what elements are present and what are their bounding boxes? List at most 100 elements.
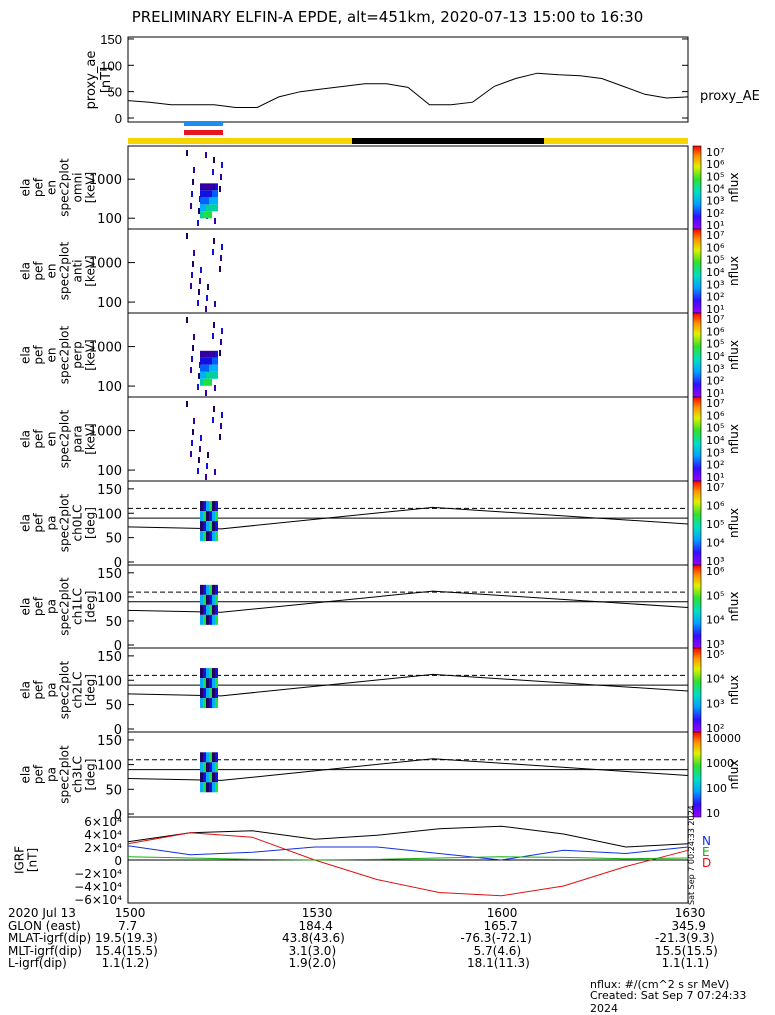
spectrogram-pixel bbox=[197, 384, 199, 390]
spectrogram-pixel bbox=[192, 429, 194, 435]
panel-ylabel: pef bbox=[32, 764, 46, 784]
spectrogram-pixel bbox=[215, 204, 218, 212]
spectrogram-pixel bbox=[191, 272, 193, 278]
created-stamp: Created: Sat Sep 7 07:24:33 2024 bbox=[590, 989, 747, 1015]
pitch-ytick: 0 bbox=[114, 556, 122, 571]
pitch-pixel bbox=[209, 511, 212, 522]
spectrogram-pixel bbox=[214, 218, 216, 224]
pitch-pixel bbox=[200, 668, 203, 679]
spectrogram-pixel bbox=[190, 203, 192, 209]
spectrogram-pixel bbox=[192, 179, 194, 185]
spectrogram-pixel bbox=[203, 357, 206, 365]
panel-ylabel: ela bbox=[19, 262, 33, 280]
spectrogram-pixel bbox=[209, 371, 212, 379]
loss-cone-line bbox=[127, 590, 689, 613]
spectrogram-pixel bbox=[212, 204, 215, 212]
colorbar-tick: 10000 bbox=[706, 732, 741, 745]
colorbar-tick: 10⁶ bbox=[706, 500, 725, 513]
spectrogram-pixel bbox=[221, 412, 223, 418]
spectrogram-pixel bbox=[215, 350, 218, 358]
colorbar-tick: 10³ bbox=[706, 446, 724, 459]
spectrogram-pixel bbox=[198, 457, 200, 463]
proxy-ylabel-unit: [nT] bbox=[99, 67, 114, 93]
pitch-pixel bbox=[200, 762, 203, 773]
pitch-pixel bbox=[203, 752, 206, 763]
spectrogram-pixel bbox=[214, 301, 216, 307]
panel-ylabel: en bbox=[45, 348, 59, 363]
plot-title: PRELIMINARY ELFIN-A EPDE, alt=451km, 202… bbox=[131, 8, 644, 26]
colorbar-tick: 10³ bbox=[706, 278, 724, 291]
panel-ylabel: [nT] bbox=[26, 848, 40, 872]
pitch-ytick: 50 bbox=[105, 783, 122, 798]
panel-ylabel: [keV] bbox=[84, 255, 98, 286]
colorbar-tick: 10¹ bbox=[706, 387, 724, 400]
footer-value: 345.9 bbox=[671, 918, 706, 933]
pitch-pixel bbox=[212, 698, 215, 709]
pitch-ytick: 150 bbox=[97, 567, 122, 582]
spectrogram-pixel bbox=[197, 300, 199, 306]
panel-ylabel: spec2plot bbox=[58, 493, 72, 552]
pitch-ytick: 150 bbox=[97, 650, 122, 665]
panel-ylabel: ela bbox=[19, 430, 33, 448]
panel-ylabel: spec2plot bbox=[58, 241, 72, 300]
colorbar-label: nflux bbox=[727, 675, 741, 705]
spectrogram-pixel bbox=[200, 435, 202, 441]
panel-ylabel: anti bbox=[71, 260, 85, 283]
pitch-pixel bbox=[203, 698, 206, 709]
footer-value: 184.4 bbox=[298, 918, 333, 933]
panel-ylabel: [deg] bbox=[84, 591, 98, 623]
spectrogram-pixel bbox=[206, 295, 208, 301]
panel-ylabel: pef bbox=[32, 680, 46, 700]
footer-value: 1.1(1.2) bbox=[101, 956, 150, 970]
spectrogram-pixel bbox=[206, 190, 209, 198]
colorbar bbox=[692, 731, 702, 818]
spectrogram-pixel bbox=[200, 197, 203, 205]
spectrogram-pixel bbox=[193, 250, 195, 256]
panel-ylabel: ela bbox=[19, 346, 33, 364]
spectrogram-ytick: 1000 bbox=[89, 257, 122, 272]
pitch-pixel bbox=[206, 762, 209, 773]
colorbar-tick: 10⁷ bbox=[706, 397, 724, 410]
panel-ylabel: ela bbox=[19, 514, 33, 532]
footer-value: 43.8(43.6) bbox=[282, 931, 345, 945]
spectrogram-pixel bbox=[212, 333, 214, 339]
spectrogram-pixel bbox=[206, 197, 209, 205]
colorbar-tick: 10⁵ bbox=[706, 648, 724, 661]
spectrogram-pixel bbox=[192, 345, 194, 351]
footer-value: 1530 bbox=[301, 906, 333, 920]
loss-cone-line bbox=[127, 758, 689, 781]
spectrogram-pixel bbox=[203, 371, 206, 379]
pitch-pixel bbox=[206, 698, 209, 709]
colorbar-tick: 10³ bbox=[706, 362, 724, 375]
spectrogram-pixel bbox=[200, 350, 203, 358]
footer-value: 1.1(1.1) bbox=[661, 956, 710, 970]
pitch-ytick: 0 bbox=[114, 639, 122, 654]
colorbar-tick: 10² bbox=[706, 207, 724, 220]
colorbar-tick: 10² bbox=[706, 291, 724, 304]
colorbar-label: nflux bbox=[727, 592, 741, 622]
footer-value: 5.7(4.6) bbox=[473, 943, 522, 958]
colorbar-tick: 10 bbox=[706, 807, 720, 820]
spectrogram-pixel bbox=[221, 244, 223, 250]
spectrogram-pixel bbox=[200, 267, 202, 273]
spectrogram-pixel bbox=[200, 371, 203, 379]
proxy-ytick: 0 bbox=[115, 111, 122, 126]
panel-ylabel: [deg] bbox=[84, 759, 98, 791]
panel-ylabel: [keV] bbox=[84, 423, 98, 454]
pitch-ytick: 100 bbox=[97, 507, 122, 522]
pitch-pixel bbox=[209, 584, 212, 595]
pitch-pixel bbox=[215, 772, 218, 783]
colorbar-tick: 10³ bbox=[706, 697, 724, 710]
pitch-pixel bbox=[209, 782, 212, 793]
spectrogram-pixel bbox=[212, 183, 215, 191]
pitch-pixel bbox=[203, 604, 206, 615]
pitch-pixel bbox=[200, 698, 203, 709]
spectrogram-pixel bbox=[209, 211, 212, 219]
spectrogram-pixel bbox=[212, 249, 214, 255]
pitch-pixel bbox=[200, 594, 203, 605]
igrf-legend-e: E bbox=[702, 845, 710, 859]
pitch-pixel bbox=[206, 531, 209, 542]
pitch-pixel bbox=[212, 594, 215, 605]
panel-ylabel: pa bbox=[45, 599, 59, 614]
spectrogram-pixel bbox=[209, 364, 212, 372]
